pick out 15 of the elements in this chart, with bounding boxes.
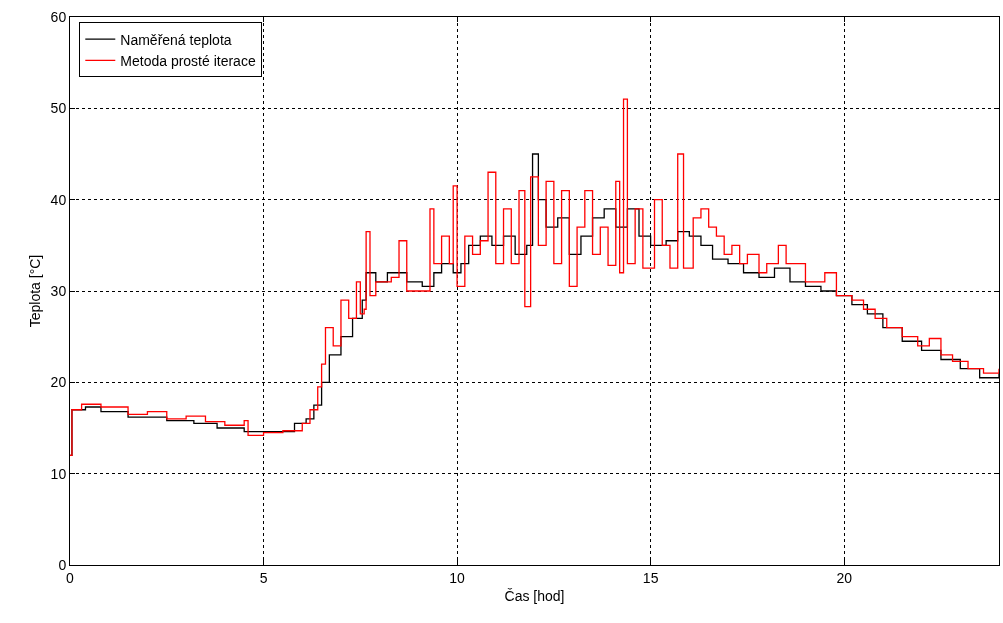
y-tick-label: 30 [50,282,67,299]
x-tick-label: 5 [259,569,268,586]
x-tick-label: 15 [642,569,659,586]
legend-label: Naměřená teplota [120,31,232,48]
y-tick-label: 20 [50,374,67,391]
y-tick-label: 10 [50,465,67,482]
y-tick-label: 50 [50,100,67,117]
legend-label: Metoda prosté iterace [120,52,256,69]
y-tick-label: 40 [50,191,67,208]
y-tick-label: 60 [50,8,67,25]
y-axis-title: Teplota [°C] [27,254,44,328]
x-tick-label: 10 [449,569,466,586]
y-tick-label: 0 [58,556,67,573]
x-axis-title: Čas [hod] [504,588,565,605]
x-tick-label: 20 [836,569,853,586]
